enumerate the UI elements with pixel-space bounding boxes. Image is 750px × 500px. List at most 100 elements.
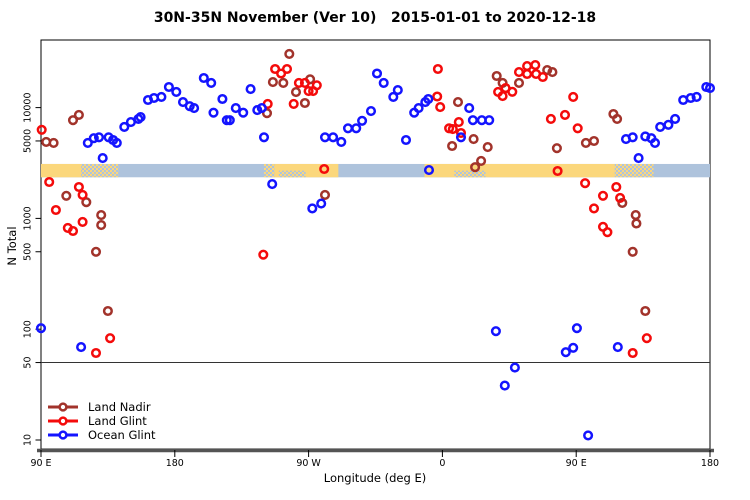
x-tick-label: 90 E [566, 458, 587, 469]
data-point-land-nadir [261, 108, 273, 119]
data-point-land-glint [258, 249, 269, 260]
data-point-ocean-glint [685, 92, 696, 104]
data-point-ocean-glint [455, 132, 467, 143]
x-tick-label: 90 W [296, 458, 321, 469]
data-point-land-glint [432, 91, 443, 102]
data-point-land-glint [611, 181, 622, 193]
y-tick-label: 10 [23, 434, 34, 446]
legend-label-land-nadir: Land Nadir [88, 400, 151, 414]
data-point-land-nadir [468, 134, 479, 145]
data-point-land-glint [497, 91, 508, 102]
legend-item-land-glint: Land Glint [46, 414, 156, 428]
data-point-ocean-glint [238, 107, 249, 118]
strip-segment-mixed [614, 163, 654, 178]
data-point-land-glint [615, 192, 626, 203]
data-point-land-glint [73, 181, 84, 193]
data-point-ocean-glint [217, 93, 228, 105]
data-point-land-nadir [299, 97, 310, 109]
data-point-ocean-glint [467, 115, 478, 126]
data-point-land-nadir [319, 189, 331, 200]
strip-overlay-ocean-dither-bottom [454, 170, 486, 178]
data-point-land-nadir [513, 77, 525, 88]
data-point-land-glint [67, 225, 79, 237]
data-point-land-glint [50, 204, 61, 216]
data-point-ocean-glint [633, 153, 644, 164]
y-tick-label: 10000 [23, 92, 34, 122]
data-point-ocean-glint [245, 84, 256, 95]
data-point-land-glint [513, 67, 525, 78]
data-point-ocean-glint [392, 85, 403, 96]
data-point-ocean-glint [571, 323, 582, 334]
data-point-land-nadir [447, 140, 458, 152]
data-point-land-glint [602, 227, 613, 238]
data-point-land-glint [530, 60, 541, 71]
legend-marker-land-glint-icon [48, 416, 78, 426]
legend-marker-land-nadir-icon [48, 402, 78, 412]
data-point-ocean-glint [307, 203, 318, 214]
data-point-land-glint [36, 124, 47, 135]
data-point-ocean-glint [258, 132, 270, 143]
data-point-land-nadir [96, 220, 107, 231]
data-point-land-glint [299, 77, 310, 88]
data-point-land-glint [522, 68, 533, 80]
data-point-land-glint [545, 113, 556, 124]
data-point-land-nadir [284, 48, 295, 59]
data-point-ocean-glint [423, 93, 434, 105]
data-point-land-glint [537, 71, 548, 83]
strip-segment-mixed [81, 163, 119, 178]
x-tick-label: 90 E [30, 458, 51, 469]
data-point-land-nadir [48, 137, 59, 148]
legend-marker-ocean-glint-icon [48, 430, 78, 440]
data-point-ocean-glint [316, 198, 327, 209]
data-point-ocean-glint [509, 362, 520, 373]
data-point-ocean-glint [221, 115, 232, 126]
data-point-land-nadir [617, 197, 628, 208]
data-point-land-glint [77, 216, 88, 227]
legend-item-ocean-glint: Ocean Glint [46, 428, 156, 442]
data-point-land-nadir [90, 246, 102, 257]
data-point-land-glint [552, 165, 563, 177]
legend-label-land-glint: Land Glint [88, 414, 147, 428]
data-point-ocean-glint [119, 121, 130, 132]
data-point-land-glint [77, 189, 88, 200]
data-point-ocean-glint [649, 137, 661, 148]
data-point-land-nadir [470, 162, 481, 173]
data-point-land-glint [432, 63, 443, 75]
data-point-ocean-glint [206, 77, 217, 88]
data-point-ocean-glint [413, 103, 424, 114]
data-point-land-nadir [61, 190, 72, 201]
strip-segment-land [424, 163, 615, 178]
data-point-land-glint [447, 124, 458, 135]
data-point-land-glint [311, 80, 322, 91]
data-point-land-glint [572, 123, 583, 134]
data-point-ocean-glint [328, 132, 339, 143]
data-point-ocean-glint [76, 342, 87, 353]
data-point-ocean-glint [351, 123, 362, 134]
data-point-ocean-glint [35, 323, 47, 334]
y-tick-label: 100 [23, 320, 34, 338]
data-point-land-nadir [81, 197, 92, 208]
data-point-land-nadir [278, 77, 289, 88]
x-axis-label: Longitude (deg E) [323, 471, 427, 485]
data-point-ocean-glint [135, 112, 146, 123]
data-point-land-nadir [631, 218, 642, 229]
data-point-land-glint [507, 86, 518, 97]
data-point-land-glint [568, 91, 579, 102]
data-point-ocean-glint [93, 132, 105, 143]
data-point-land-glint [641, 333, 652, 344]
data-point-ocean-glint [663, 119, 674, 130]
data-point-ocean-glint [704, 83, 716, 94]
data-point-land-glint [44, 176, 55, 188]
y-tick-label: 500 [23, 243, 34, 261]
data-point-ocean-glint [484, 115, 495, 126]
strip-overlay-ocean-dither-bottom [278, 170, 306, 178]
data-point-land-nadir [640, 305, 651, 317]
data-point-ocean-glint [189, 103, 200, 114]
data-point-ocean-glint [111, 137, 122, 148]
data-point-ocean-glint [464, 103, 475, 114]
data-point-ocean-glint [655, 121, 666, 132]
data-point-ocean-glint [670, 113, 681, 124]
data-point-ocean-glint [371, 68, 383, 79]
data-point-land-glint [580, 178, 591, 189]
